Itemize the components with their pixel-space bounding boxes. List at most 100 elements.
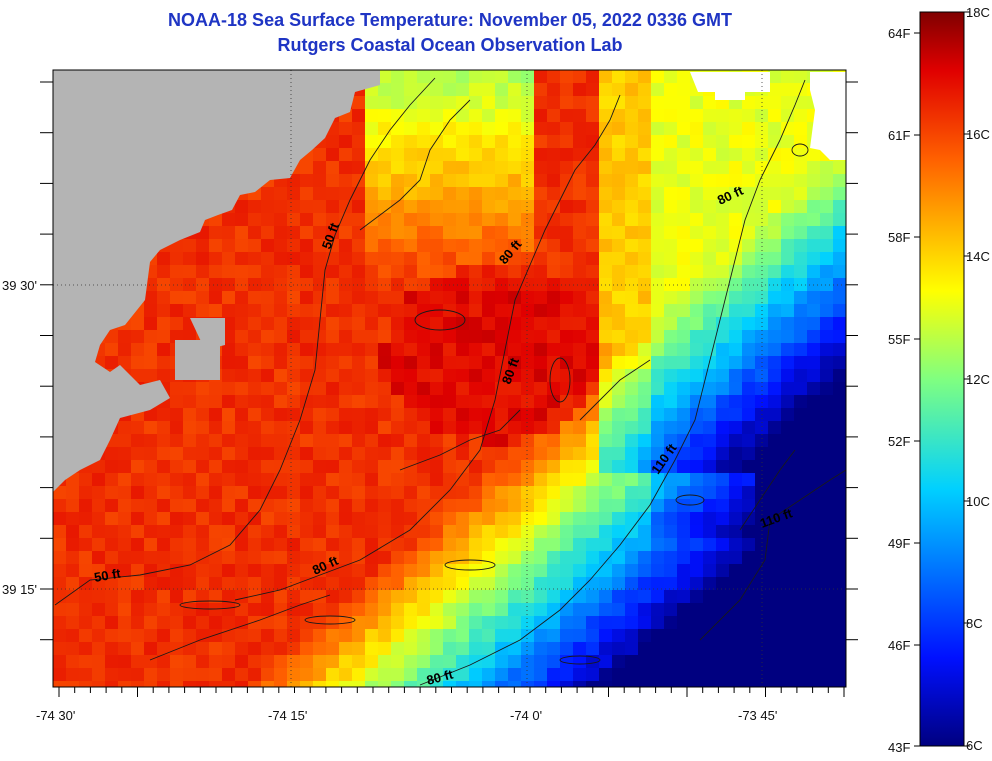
sst-pixel	[391, 447, 404, 460]
sst-pixel	[365, 408, 378, 421]
sst-pixel	[716, 356, 729, 369]
sst-pixel	[508, 252, 521, 265]
no-data-patch	[810, 72, 846, 160]
sst-pixel	[573, 330, 586, 343]
sst-pixel	[729, 655, 742, 668]
sst-pixel	[742, 317, 755, 330]
sst-pixel	[261, 629, 274, 642]
sst-pixel	[261, 408, 274, 421]
sst-pixel	[716, 655, 729, 668]
sst-pixel	[456, 356, 469, 369]
sst-pixel	[521, 161, 534, 174]
sst-pixel	[313, 382, 326, 395]
sst-pixel	[573, 382, 586, 395]
sst-pixel	[768, 278, 781, 291]
sst-pixel	[326, 343, 339, 356]
sst-pixel	[300, 668, 313, 681]
sst-pixel	[456, 174, 469, 187]
sst-pixel	[534, 369, 547, 382]
sst-pixel	[378, 577, 391, 590]
sst-pixel	[495, 668, 508, 681]
sst-pixel	[92, 590, 105, 603]
sst-pixel	[469, 551, 482, 564]
sst-pixel	[729, 629, 742, 642]
sst-pixel	[508, 382, 521, 395]
sst-pixel	[729, 304, 742, 317]
sst-pixel	[820, 278, 833, 291]
sst-pixel	[79, 564, 92, 577]
sst-pixel	[170, 473, 183, 486]
sst-pixel	[235, 239, 248, 252]
sst-pixel	[521, 447, 534, 460]
sst-pixel	[547, 434, 560, 447]
sst-pixel	[482, 499, 495, 512]
sst-pixel	[820, 551, 833, 564]
sst-pixel	[820, 629, 833, 642]
sst-pixel	[79, 499, 92, 512]
sst-pixel	[573, 291, 586, 304]
sst-pixel	[339, 447, 352, 460]
sst-pixel	[417, 590, 430, 603]
sst-pixel	[287, 499, 300, 512]
sst-pixel	[820, 642, 833, 655]
sst-pixel	[417, 265, 430, 278]
sst-pixel	[144, 551, 157, 564]
sst-pixel	[703, 499, 716, 512]
sst-pixel	[677, 174, 690, 187]
sst-pixel	[781, 70, 794, 83]
sst-pixel	[820, 616, 833, 629]
colorbar-c-label: 8C	[966, 616, 983, 631]
sst-pixel	[599, 590, 612, 603]
sst-pixel	[183, 681, 196, 687]
sst-pixel	[352, 213, 365, 226]
sst-pixel	[196, 473, 209, 486]
sst-pixel	[586, 70, 599, 83]
sst-pixel	[794, 434, 807, 447]
sst-pixel	[443, 148, 456, 161]
sst-pixel	[339, 226, 352, 239]
sst-pixel	[586, 486, 599, 499]
sst-pixel	[560, 629, 573, 642]
sst-pixel	[729, 395, 742, 408]
sst-pixel	[313, 343, 326, 356]
sst-pixel	[690, 343, 703, 356]
sst-pixel	[248, 239, 261, 252]
sst-pixel	[391, 109, 404, 122]
sst-pixel	[261, 525, 274, 538]
sst-pixel	[469, 109, 482, 122]
sst-pixel	[729, 473, 742, 486]
sst-pixel	[157, 473, 170, 486]
sst-pixel	[703, 447, 716, 460]
sst-pixel	[755, 421, 768, 434]
sst-pixel	[807, 629, 820, 642]
sst-pixel	[560, 408, 573, 421]
sst-pixel	[547, 655, 560, 668]
sst-pixel	[794, 668, 807, 681]
sst-pixel	[638, 174, 651, 187]
sst-pixel	[430, 317, 443, 330]
sst-pixel	[625, 265, 638, 278]
sst-pixel	[131, 551, 144, 564]
sst-pixel	[183, 382, 196, 395]
sst-pixel	[261, 343, 274, 356]
sst-pixel	[196, 551, 209, 564]
sst-pixel	[274, 252, 287, 265]
sst-pixel	[222, 356, 235, 369]
sst-pixel	[820, 343, 833, 356]
sst-pixel	[625, 187, 638, 200]
sst-pixel	[352, 343, 365, 356]
sst-pixel	[690, 382, 703, 395]
sst-pixel	[144, 421, 157, 434]
sst-pixel	[664, 512, 677, 525]
sst-pixel	[833, 525, 846, 538]
colorbar-f-label: 49F	[888, 536, 910, 551]
sst-pixel	[391, 96, 404, 109]
sst-pixel	[703, 577, 716, 590]
sst-pixel	[560, 174, 573, 187]
sst-pixel	[612, 252, 625, 265]
sst-pixel	[651, 187, 664, 200]
sst-pixel	[573, 434, 586, 447]
sst-pixel	[742, 395, 755, 408]
sst-pixel	[794, 564, 807, 577]
sst-pixel	[209, 226, 222, 239]
